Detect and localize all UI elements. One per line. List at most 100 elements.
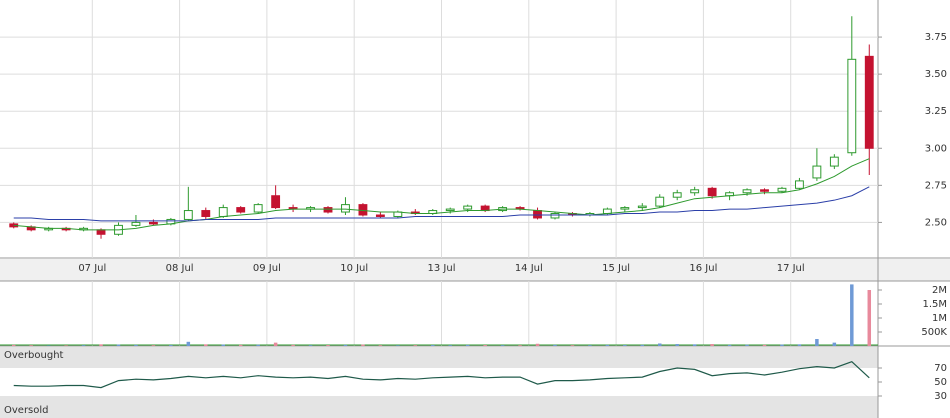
rsi-line (13, 361, 870, 389)
candle-body (533, 210, 542, 219)
volume-bar (238, 344, 243, 346)
candle-body (375, 214, 385, 217)
x-tick-label: 16 Jul (689, 263, 717, 274)
volume-bar (151, 345, 156, 346)
volume-bar (640, 344, 645, 346)
candle-body (148, 221, 158, 225)
candle-body (323, 207, 333, 213)
candle-body (620, 207, 630, 210)
moving-average (13, 158, 870, 231)
volume-bar (867, 290, 872, 346)
volume-bar (204, 344, 208, 346)
y-tick-label: 2.50 (925, 217, 947, 228)
volume-bar (780, 344, 784, 346)
volume-bar (483, 345, 487, 346)
volume-bar (710, 344, 714, 346)
volume-bar (221, 344, 225, 346)
volume-bar (850, 284, 854, 346)
volume-bar (762, 344, 767, 346)
volume-bar (815, 339, 819, 346)
y-tick-label: 30 (934, 391, 947, 402)
overbought-label: Overbought (4, 350, 64, 361)
volume-bar (81, 345, 86, 346)
volume-bar (692, 344, 697, 346)
volume-bar (465, 344, 470, 346)
y-tick-label: 3.25 (925, 106, 947, 117)
volume-bar (727, 344, 732, 346)
x-tick-label: 17 Jul (777, 263, 805, 274)
volume-bar (553, 344, 557, 346)
candle-body (812, 165, 822, 179)
volume-bar (11, 344, 16, 346)
oversold-label: Oversold (4, 405, 49, 416)
y-tick-label: 2M (932, 285, 947, 296)
candle-body (131, 221, 141, 226)
volume-bar (291, 344, 295, 346)
overbought-band (0, 347, 878, 368)
y-tick-label: 1.5M (922, 299, 947, 310)
x-tick-label: 14 Jul (515, 263, 543, 274)
volume-bar (535, 343, 540, 346)
y-tick-label: 70 (934, 363, 947, 374)
volume-bar (413, 345, 418, 346)
candle-body (637, 205, 647, 209)
candle-body (672, 192, 682, 198)
candle-body (777, 187, 787, 192)
volume-bar (326, 345, 330, 346)
candle-body (96, 229, 106, 235)
volume-bar (273, 342, 278, 346)
volume-bar (396, 345, 400, 346)
candle-body (550, 213, 560, 219)
volume-bar (745, 344, 749, 346)
y-tick-label: 1M (932, 313, 947, 324)
x-tick-label: 08 Jul (166, 263, 194, 274)
candle-body (183, 210, 193, 220)
volume-bar (186, 341, 191, 346)
volume-bar (675, 344, 679, 346)
volume-bar (116, 344, 121, 346)
volume-bar (256, 344, 260, 346)
candle-body (218, 207, 228, 217)
volume-bar (500, 345, 505, 346)
volume-bar (134, 344, 138, 346)
candle-body (690, 189, 700, 194)
y-tick-label: 3.00 (925, 143, 947, 154)
y-tick-label: 50 (934, 377, 947, 388)
volume-bar (361, 344, 365, 346)
volume-bar (658, 343, 662, 346)
candle-body (445, 208, 455, 212)
moving-average (13, 186, 870, 222)
candle-body (358, 204, 368, 216)
candle-body (864, 55, 874, 149)
candle-body (760, 189, 769, 192)
volume-bar (46, 345, 51, 346)
volume-bar (588, 345, 592, 346)
volume-bar (570, 345, 575, 346)
x-tick-label: 07 Jul (78, 263, 106, 274)
candle-body (707, 187, 717, 197)
volume-bar (448, 345, 452, 346)
volume-bar (99, 344, 103, 346)
volume-bar (169, 345, 173, 346)
candle-body (253, 204, 263, 213)
x-tick-label: 13 Jul (428, 263, 456, 274)
candle-body (829, 156, 839, 167)
volume-bar (29, 345, 33, 346)
volume-bar (378, 345, 383, 346)
candle-body (271, 195, 281, 209)
candle-body (655, 196, 665, 207)
volume-bar (605, 344, 610, 346)
y-tick-label: 3.50 (925, 69, 947, 80)
volume-bar (797, 344, 802, 346)
candle-body (236, 207, 246, 213)
volume-bar (431, 345, 435, 346)
volume-bar (64, 345, 68, 346)
volume-bar (832, 342, 837, 346)
x-tick-label: 09 Jul (253, 263, 281, 274)
y-tick-label: 2.75 (925, 180, 947, 191)
volume-bar (308, 345, 313, 346)
oversold-band (0, 396, 878, 418)
candle-body (742, 189, 752, 194)
volume-bar (623, 345, 627, 346)
